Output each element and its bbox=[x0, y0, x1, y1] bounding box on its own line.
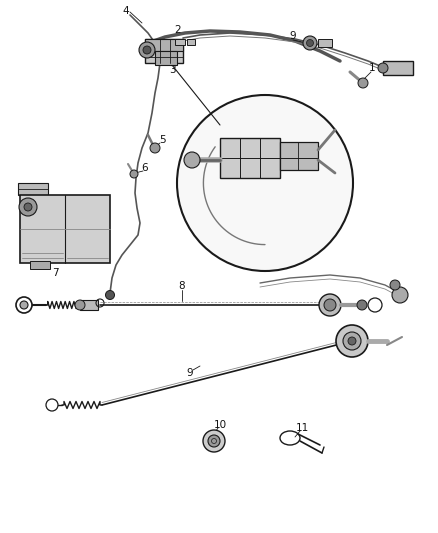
Bar bbox=[80, 300, 98, 310]
Circle shape bbox=[307, 39, 314, 46]
Bar bbox=[30, 261, 50, 269]
Text: 5: 5 bbox=[159, 135, 165, 145]
Circle shape bbox=[336, 325, 368, 357]
Text: 6: 6 bbox=[141, 163, 148, 173]
Bar bbox=[383, 61, 413, 75]
Text: 2: 2 bbox=[175, 25, 181, 35]
Circle shape bbox=[357, 300, 367, 310]
Circle shape bbox=[75, 300, 85, 310]
Circle shape bbox=[324, 299, 336, 311]
Bar bbox=[18, 183, 48, 195]
Circle shape bbox=[130, 170, 138, 178]
Circle shape bbox=[390, 280, 400, 290]
Circle shape bbox=[20, 301, 28, 309]
Circle shape bbox=[319, 294, 341, 316]
Circle shape bbox=[177, 95, 353, 271]
Circle shape bbox=[343, 332, 361, 350]
Bar bbox=[280, 142, 318, 170]
Text: 3: 3 bbox=[169, 65, 175, 75]
Text: 1: 1 bbox=[369, 63, 375, 73]
Circle shape bbox=[139, 42, 155, 58]
Bar bbox=[318, 39, 332, 47]
Text: 8: 8 bbox=[179, 281, 185, 291]
Bar bbox=[20, 195, 110, 263]
Bar bbox=[220, 138, 280, 178]
Text: 7: 7 bbox=[52, 268, 58, 278]
Text: 4: 4 bbox=[123, 6, 129, 16]
Text: 9: 9 bbox=[187, 368, 193, 378]
Circle shape bbox=[303, 36, 317, 50]
Bar bbox=[155, 51, 177, 65]
Text: 9: 9 bbox=[290, 31, 297, 41]
Bar bbox=[145, 39, 183, 51]
Circle shape bbox=[24, 203, 32, 211]
Circle shape bbox=[378, 63, 388, 73]
Bar bbox=[145, 39, 183, 63]
Text: 11: 11 bbox=[295, 423, 309, 433]
Circle shape bbox=[106, 290, 114, 300]
Bar bbox=[175, 39, 185, 45]
Circle shape bbox=[208, 435, 220, 447]
Circle shape bbox=[19, 198, 37, 216]
Circle shape bbox=[348, 337, 356, 345]
Circle shape bbox=[143, 46, 151, 54]
Circle shape bbox=[392, 287, 408, 303]
Circle shape bbox=[184, 152, 200, 168]
Circle shape bbox=[150, 143, 160, 153]
Circle shape bbox=[16, 297, 32, 313]
Text: 10: 10 bbox=[213, 420, 226, 430]
Bar bbox=[187, 39, 195, 45]
Circle shape bbox=[358, 78, 368, 88]
Circle shape bbox=[203, 430, 225, 452]
